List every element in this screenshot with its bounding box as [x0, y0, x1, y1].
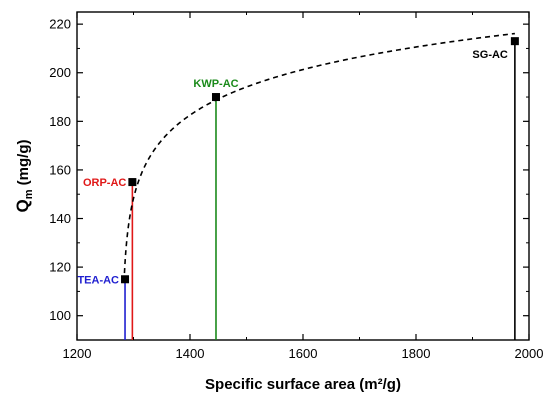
y-tick-label: 140	[49, 211, 71, 226]
points-layer	[121, 37, 519, 284]
point-orp-ac	[128, 178, 137, 187]
point-label-tea-ac: TEA-AC	[77, 274, 119, 286]
point-tea-ac	[121, 275, 130, 284]
y-tick-label: 200	[49, 65, 71, 80]
ticks-layer: 1200 1400 1600 1800 2000 100 120 140 160 180 200 22…	[49, 12, 543, 361]
x-tick-label: 2000	[515, 346, 544, 361]
x-axis-title: Specific surface area (m²/g)	[205, 376, 401, 393]
plot-frame	[76, 11, 530, 341]
y-axis-title: Qm (mg/g)	[13, 139, 35, 212]
y-tick-label: 180	[49, 114, 71, 129]
x-tick-label: 1200	[63, 346, 92, 361]
y-tick-label: 160	[49, 162, 71, 177]
trend-layer	[123, 32, 515, 274]
point-sg-ac	[510, 37, 519, 46]
y-axis-title-rest: (mg/g)	[15, 139, 32, 189]
vertical-lines-layer	[124, 41, 516, 340]
point-kwp-ac	[211, 93, 220, 102]
point-label-orp-ac: ORP-AC	[83, 177, 126, 189]
y-axis-title-main: Q	[13, 199, 32, 212]
point-labels-layer: TEA-AC ORP-AC KWP-AC SG-AC	[77, 49, 507, 286]
trend-line	[123, 32, 515, 274]
y-axis-title-sub: m	[23, 189, 35, 199]
point-label-sg-ac: SG-AC	[472, 49, 508, 61]
y-tick-label: 120	[49, 260, 71, 275]
x-tick-label: 1400	[176, 346, 205, 361]
x-tick-label: 1600	[289, 346, 318, 361]
y-tick-label: 220	[49, 17, 71, 32]
y-tick-label: 100	[49, 308, 71, 323]
point-label-kwp-ac: KWP-AC	[193, 78, 238, 90]
x-tick-label: 1800	[402, 346, 431, 361]
